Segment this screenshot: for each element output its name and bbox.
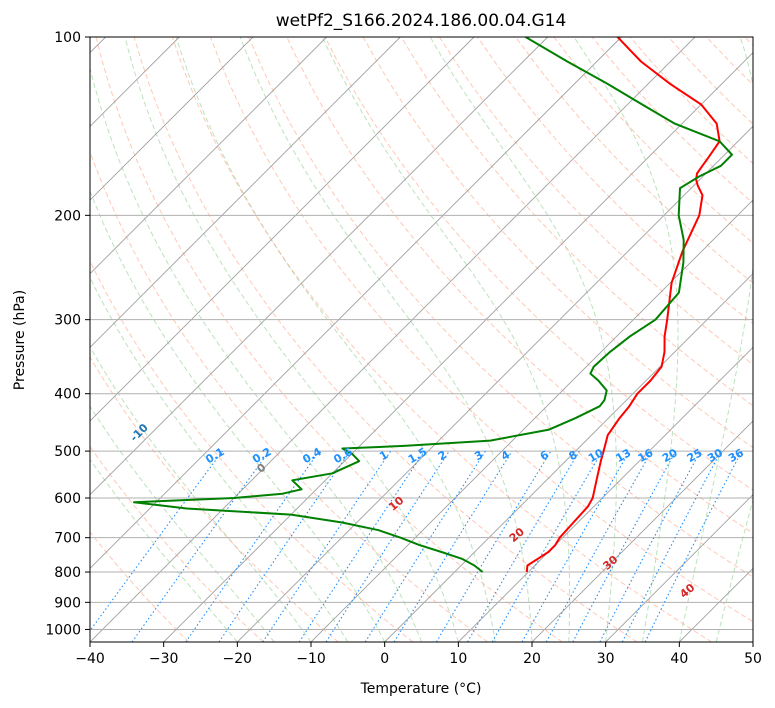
- mixing-ratio-line: [90, 450, 223, 632]
- x-tick-label: 0: [380, 651, 389, 667]
- dry-adiabat-line: [324, 37, 753, 491]
- x-axis-ticks: −40 −30 −20 −10 0 10 20 30 40 50: [75, 642, 762, 667]
- isotherm-line: [90, 37, 401, 348]
- dry-adiabat-line: [438, 37, 753, 366]
- moist-adiabat-line: [573, 37, 679, 642]
- isotherm-line: [163, 52, 753, 642]
- temperature-profile-line: [525, 37, 721, 573]
- y-tick-label: 700: [54, 531, 81, 547]
- dry-adiabat-line: [248, 37, 753, 578]
- x-tick-label: 20: [523, 651, 541, 667]
- mixing-ratio-line: [298, 450, 425, 642]
- x-tick-label: −40: [75, 651, 105, 667]
- dry-adiabat-line: [90, 356, 339, 642]
- y-tick-label: 900: [54, 595, 81, 611]
- isotherm-line: [90, 37, 622, 569]
- x-axis-label: Temperature (°C): [360, 681, 482, 697]
- isotherm-line: [531, 420, 753, 642]
- y-tick-label: 300: [54, 313, 81, 329]
- isotherm-line: [90, 37, 548, 496]
- x-tick-label: 30: [597, 651, 615, 667]
- y-axis-label: Pressure (hPa): [12, 290, 28, 390]
- moist-adiabat-line: [321, 37, 571, 642]
- mixing-ratio-line: [545, 450, 653, 642]
- y-tick-label: 600: [54, 491, 81, 507]
- y-axis-ticks: 100 200 300 400 500 600 700 800 900 1000: [45, 30, 90, 638]
- dry-adiabat-lines: [90, 37, 753, 642]
- dry-adiabat-line: [90, 531, 190, 642]
- isotherm-line: [90, 37, 327, 275]
- isotherm-line: [237, 125, 753, 642]
- y-tick-label: 200: [54, 208, 81, 224]
- dry-adiabat-line: [90, 150, 488, 642]
- mixing-ratio-line: [218, 450, 351, 642]
- isotherm-line: [384, 273, 753, 642]
- sounding-profiles: [133, 37, 733, 573]
- moist-adiabat-line: [90, 405, 275, 642]
- pressure-grid-lines: [90, 37, 753, 630]
- mixing-ratio-line: [325, 450, 450, 642]
- plot-area: 0.10.20.40.611.52346810131620253036-100-…: [90, 37, 753, 642]
- dry-adiabat-line: [210, 37, 753, 623]
- y-tick-label: 400: [54, 387, 81, 403]
- x-tick-label: 50: [744, 651, 762, 667]
- x-tick-label: −30: [149, 651, 179, 667]
- x-tick-label: 10: [449, 651, 467, 667]
- dry-adiabat-line: [171, 37, 712, 642]
- background-line-labels: 0.10.20.40.611.52346810131620253036-100-…: [128, 421, 747, 601]
- moist-adiabat-line: [124, 37, 459, 642]
- dry-adiabat-line: [515, 37, 753, 284]
- mixing-ratio-line: [521, 450, 630, 642]
- isotherm-line: [90, 37, 475, 422]
- y-tick-label: 1000: [45, 622, 81, 638]
- moist-adiabat-line: [429, 37, 617, 642]
- y-tick-label: 800: [54, 565, 81, 581]
- mixing-ratio-line: [262, 450, 392, 642]
- x-tick-label: −10: [296, 651, 326, 667]
- dry-adiabat-line: [133, 37, 638, 642]
- y-tick-label: 100: [54, 30, 81, 46]
- isotherm-line: [458, 346, 753, 642]
- chart-title: wetPf2_S166.2024.186.00.04.G14: [276, 11, 567, 31]
- dewpoint-profile-line: [133, 37, 733, 573]
- mixing-ratio-line: [572, 450, 677, 642]
- isotherm-line: [90, 37, 696, 642]
- mixing-ratio-line: [131, 450, 270, 642]
- mixing-ratio-line: [185, 450, 320, 642]
- isotherm-line: [605, 494, 753, 642]
- y-tick-label: 500: [54, 444, 81, 460]
- moist-adiabat-line: [715, 497, 753, 642]
- moist-adiabat-line: [239, 37, 533, 642]
- mixing-ratio-line: [393, 450, 513, 642]
- isotherm-line: [90, 37, 254, 201]
- x-tick-label: −20: [223, 651, 253, 667]
- moist-adiabat-line: [175, 37, 496, 642]
- plot-frame: [89, 36, 754, 643]
- moist-adiabat-line: [90, 276, 349, 642]
- mixing-ratio-line: [644, 450, 743, 642]
- dry-adiabat-line: [400, 37, 753, 407]
- x-tick-label: 40: [670, 651, 688, 667]
- mixing-ratio-lines: [90, 450, 743, 642]
- moist-adiabat-line: [90, 66, 422, 642]
- moist-adiabat-line: [90, 458, 238, 642]
- dry-adiabat-line: [95, 37, 563, 642]
- dry-adiabat-line: [90, 445, 264, 642]
